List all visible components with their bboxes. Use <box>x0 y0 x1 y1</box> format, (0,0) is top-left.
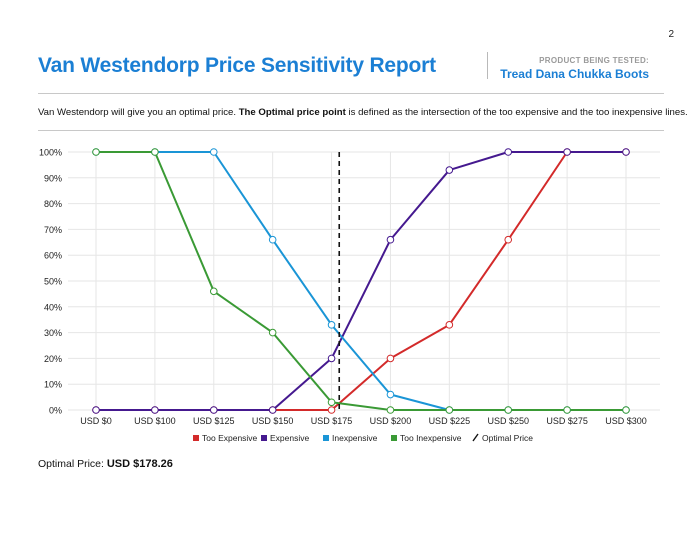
optimal-price-value: USD $178.26 <box>106 458 173 470</box>
data-point <box>151 148 159 156</box>
y-tick-label: 80% <box>44 199 62 209</box>
y-tick-label: 50% <box>44 277 62 287</box>
data-point <box>504 148 513 156</box>
x-tick-label: USD $250 <box>487 416 529 426</box>
data-point <box>445 406 454 414</box>
data-point <box>209 406 218 414</box>
optimal-price-label: Optimal Price: <box>38 458 107 470</box>
y-tick-label: 0% <box>49 406 62 416</box>
legend-swatch <box>472 433 479 442</box>
data-point <box>386 354 395 363</box>
product-caption: PRODUCT BEING TESTED: <box>539 56 649 65</box>
legend-label: Too Expensive <box>202 433 258 443</box>
data-point <box>563 148 571 156</box>
x-tick-label: USD $150 <box>252 416 294 426</box>
page-number: 2 <box>668 29 674 40</box>
legend-label: Expensive <box>270 433 309 443</box>
data-point <box>327 398 336 407</box>
legend-label: Inexpensive <box>332 433 378 443</box>
y-tick-label: 90% <box>44 173 62 183</box>
data-point <box>268 235 277 244</box>
data-point <box>327 354 336 363</box>
data-point <box>92 406 100 414</box>
y-tick-label: 30% <box>44 328 62 338</box>
data-point <box>92 148 100 156</box>
data-point <box>622 406 630 414</box>
x-tick-label: USD $100 <box>134 416 176 426</box>
x-tick-label: USD $300 <box>605 416 647 426</box>
description-text: Van Westendorp will give you an optimal … <box>38 107 688 118</box>
bottom-divider <box>38 130 664 131</box>
legend-swatch <box>323 435 329 441</box>
x-tick-label: USD $125 <box>193 416 235 426</box>
legend-swatch <box>261 435 267 441</box>
data-point <box>386 235 395 244</box>
data-point <box>209 148 218 156</box>
data-point <box>327 406 336 414</box>
data-point <box>445 166 454 174</box>
data-point <box>504 235 513 244</box>
data-point <box>151 406 159 414</box>
legend-swatch <box>391 435 397 441</box>
legend-swatch <box>193 435 199 441</box>
report-title: Van Westendorp Price Sensitivity Report <box>38 54 436 77</box>
y-tick-label: 60% <box>44 251 62 261</box>
data-point <box>209 287 218 296</box>
x-tick-label: USD $200 <box>370 416 412 426</box>
data-point <box>445 321 454 329</box>
y-tick-label: 10% <box>44 380 62 390</box>
x-tick-label: USD $0 <box>80 416 112 426</box>
data-point <box>504 406 513 414</box>
header-divider <box>487 52 488 79</box>
top-divider <box>38 93 664 94</box>
legend-label: Optimal Price <box>482 433 533 443</box>
description-part-2: is defined as the intersection of the to… <box>345 107 688 118</box>
data-point <box>268 328 277 337</box>
description-part-1: Van Westendorp will give you an optimal … <box>38 107 239 118</box>
data-point <box>563 406 571 414</box>
y-tick-label: 100% <box>39 148 62 158</box>
legend-label: Too Inexpensive <box>400 433 462 443</box>
series-line-too-inexpensive <box>96 151 626 411</box>
y-tick-label: 70% <box>44 225 62 235</box>
series-line-expensive <box>96 151 626 411</box>
data-point <box>268 406 277 414</box>
description-bold: The Optimal price point <box>238 107 346 118</box>
optimal-price-summary: Optimal Price: USD $178.26 <box>38 458 173 470</box>
x-tick-label: USD $225 <box>429 416 471 426</box>
data-point <box>386 390 395 399</box>
data-point <box>622 148 630 156</box>
y-tick-label: 20% <box>44 354 62 364</box>
x-tick-label: USD $175 <box>311 416 353 426</box>
data-point <box>386 406 395 414</box>
y-tick-label: 40% <box>44 302 62 312</box>
x-tick-label: USD $275 <box>546 416 588 426</box>
product-name: Tread Dana Chukka Boots <box>500 67 649 81</box>
data-point <box>327 321 336 329</box>
